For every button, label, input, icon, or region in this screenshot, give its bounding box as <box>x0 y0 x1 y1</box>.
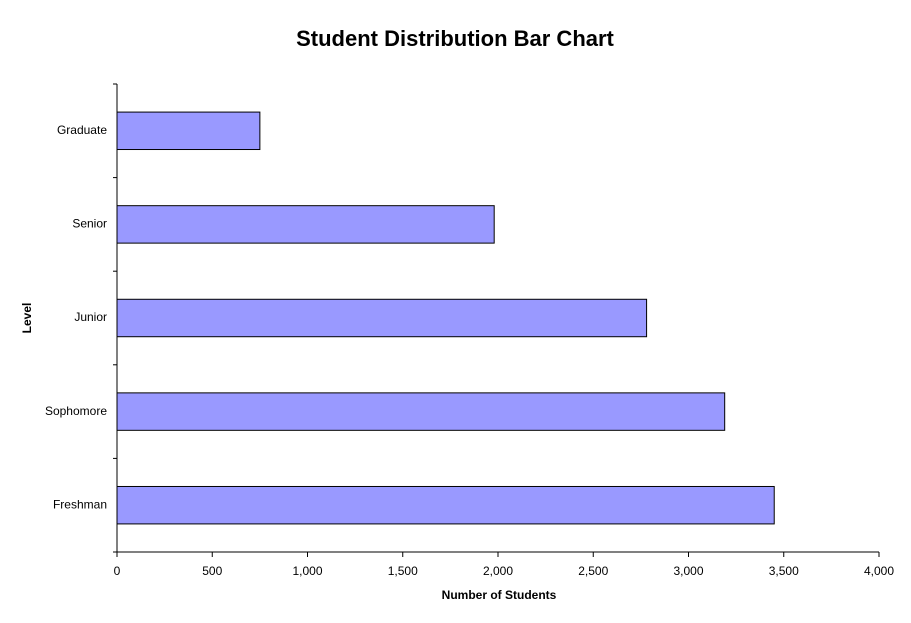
chart-title: Student Distribution Bar Chart <box>296 26 614 51</box>
y-tick-label: Graduate <box>57 123 107 137</box>
x-axis-label: Number of Students <box>442 588 557 602</box>
x-tick-label: 2,000 <box>483 564 513 578</box>
y-tick-label: Freshman <box>53 497 107 511</box>
x-tick-label: 1,000 <box>292 564 322 578</box>
y-axis-label: Level <box>20 303 34 334</box>
y-tick-label: Senior <box>72 217 107 231</box>
bar <box>116 298 648 338</box>
x-tick-label: 4,000 <box>864 564 894 578</box>
bar <box>116 205 495 244</box>
x-tick-label: 0 <box>114 564 121 578</box>
bar <box>116 111 261 151</box>
bar <box>116 485 775 525</box>
bar <box>116 392 726 431</box>
x-tick-label: 1,500 <box>388 564 418 578</box>
x-tick-label: 3,500 <box>769 564 799 578</box>
y-tick-label: Sophomore <box>45 404 107 418</box>
x-tick-label: 500 <box>202 564 222 578</box>
x-tick-label: 2,500 <box>578 564 608 578</box>
y-tick-label: Junior <box>74 310 107 324</box>
x-tick-label: 3,000 <box>673 564 703 578</box>
